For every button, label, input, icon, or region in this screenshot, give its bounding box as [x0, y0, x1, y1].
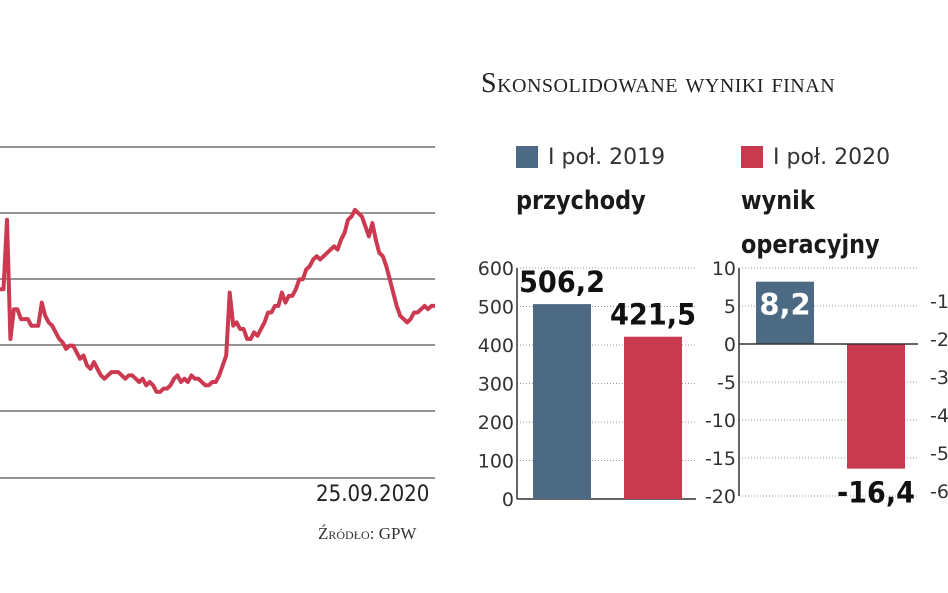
partial-chart-ytick-label: -4 — [930, 405, 948, 427]
stock-price-line — [0, 207, 435, 394]
partial-chart-ytick-label: -3 — [930, 367, 948, 389]
revenue-ytick-label: 400 — [478, 335, 514, 357]
revenue-bar — [533, 304, 591, 499]
revenue-panel-title: przychody — [516, 186, 646, 216]
partial-chart-ytick-label: -6 — [930, 481, 948, 503]
operating-panel-title-line1: wynik — [741, 186, 815, 216]
revenue-ytick-label: 500 — [478, 297, 514, 319]
operating-ytick-label: -20 — [705, 486, 736, 508]
operating-value-label: 8,2 — [759, 288, 810, 322]
revenue-ytick-label: 600 — [478, 258, 514, 280]
partial-chart-ytick-label: -2 — [930, 329, 948, 351]
partial-chart-ytick-label: -5 — [930, 443, 948, 465]
operating-panel-title-line2: operacyjny — [741, 230, 880, 260]
operating-ytick-label: 0 — [724, 334, 736, 356]
legend-label-2020: I poł. 2020 — [773, 144, 891, 170]
operating-ytick-label: 10 — [712, 258, 736, 280]
operating-ytick-label: -5 — [717, 372, 736, 394]
revenue-bar — [624, 336, 682, 499]
revenue-value-label: 421,5 — [610, 298, 696, 332]
operating-ytick-label: -15 — [705, 448, 736, 470]
revenue-ytick-label: 200 — [478, 412, 514, 434]
legend-label-2019: I poł. 2019 — [548, 144, 666, 170]
revenue-ytick-label: 100 — [478, 451, 514, 473]
operating-bar — [756, 281, 814, 344]
revenue-value-label: 506,2 — [519, 265, 605, 299]
source-note: Źródło: GPW — [318, 524, 417, 543]
legend-swatch-2019 — [516, 146, 538, 168]
revenue-ytick-label: 300 — [478, 374, 514, 396]
operating-ytick-label: 5 — [724, 296, 736, 318]
operating-ytick-label: -10 — [705, 410, 736, 432]
chart-title: Skonsolidowane wyniki finan — [481, 68, 836, 99]
legend-swatch-2020 — [741, 146, 763, 168]
operating-bar — [847, 344, 905, 469]
legend-item-2020: I poł. 2020 — [741, 144, 890, 170]
revenue-ytick-label: 0 — [502, 489, 514, 511]
partial-chart-ytick-label: -1 — [930, 291, 948, 313]
stock-end-date-label: 25.09.2020 — [316, 482, 430, 507]
operating-value-label: -16,4 — [837, 476, 915, 510]
legend-item-2019: I poł. 2019 — [516, 144, 665, 170]
